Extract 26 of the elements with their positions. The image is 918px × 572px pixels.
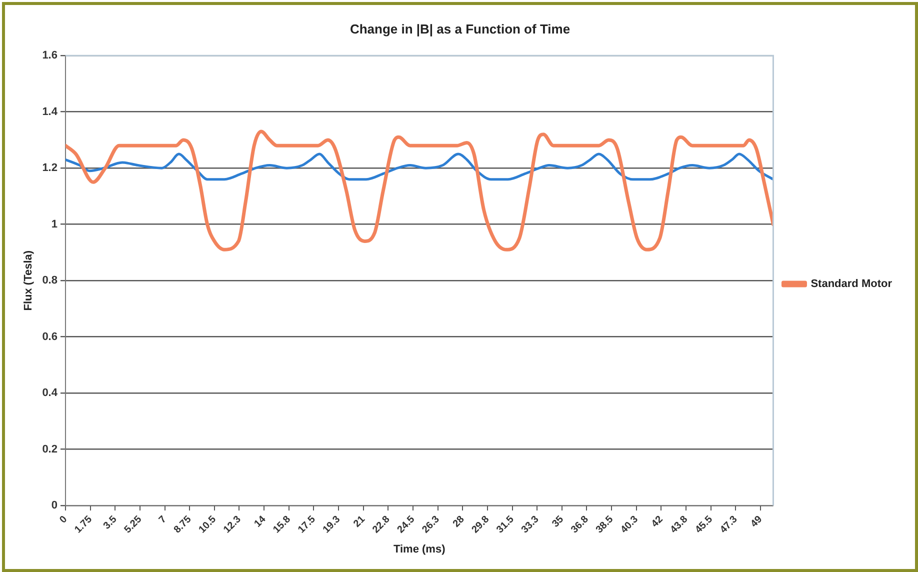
- x-tick-label: 40.3: [618, 514, 641, 536]
- x-tick-label: 47.3: [718, 514, 740, 536]
- x-axis-title: Time (ms): [393, 543, 446, 556]
- y-tick-label: 1.4: [42, 106, 58, 118]
- x-tick-label: 36.8: [569, 514, 592, 536]
- y-tick-label: 0.4: [42, 387, 58, 400]
- x-tick-label: 7: [157, 514, 170, 526]
- chart-title: Change in |B| as a Function of Time: [350, 21, 570, 36]
- y-axis-title: Flux (Tesla): [22, 250, 35, 311]
- x-tick-label: 35: [550, 514, 566, 530]
- y-tick-label: 0.2: [42, 443, 58, 456]
- x-tick-label: 21: [352, 514, 368, 530]
- x-tick-label: 33.3: [520, 514, 542, 536]
- x-tick-label: 43.8: [668, 514, 690, 536]
- y-tick-label: 1.6: [42, 50, 58, 62]
- x-tick-label: 3.5: [102, 514, 120, 532]
- y-tick-label: 0.8: [42, 274, 58, 287]
- x-tick-label: 28: [451, 514, 467, 530]
- y-tick-label: 0: [51, 500, 58, 512]
- y-tick-label: 1.2: [42, 162, 58, 174]
- legend-label: Standard Motor: [810, 278, 893, 290]
- y-tick-label: 1: [51, 218, 58, 230]
- x-tick-label: 14: [252, 514, 268, 530]
- x-tick-label: 42: [650, 514, 666, 530]
- x-tick-label: 49: [748, 514, 765, 530]
- y-tick-label: 0.6: [42, 330, 58, 343]
